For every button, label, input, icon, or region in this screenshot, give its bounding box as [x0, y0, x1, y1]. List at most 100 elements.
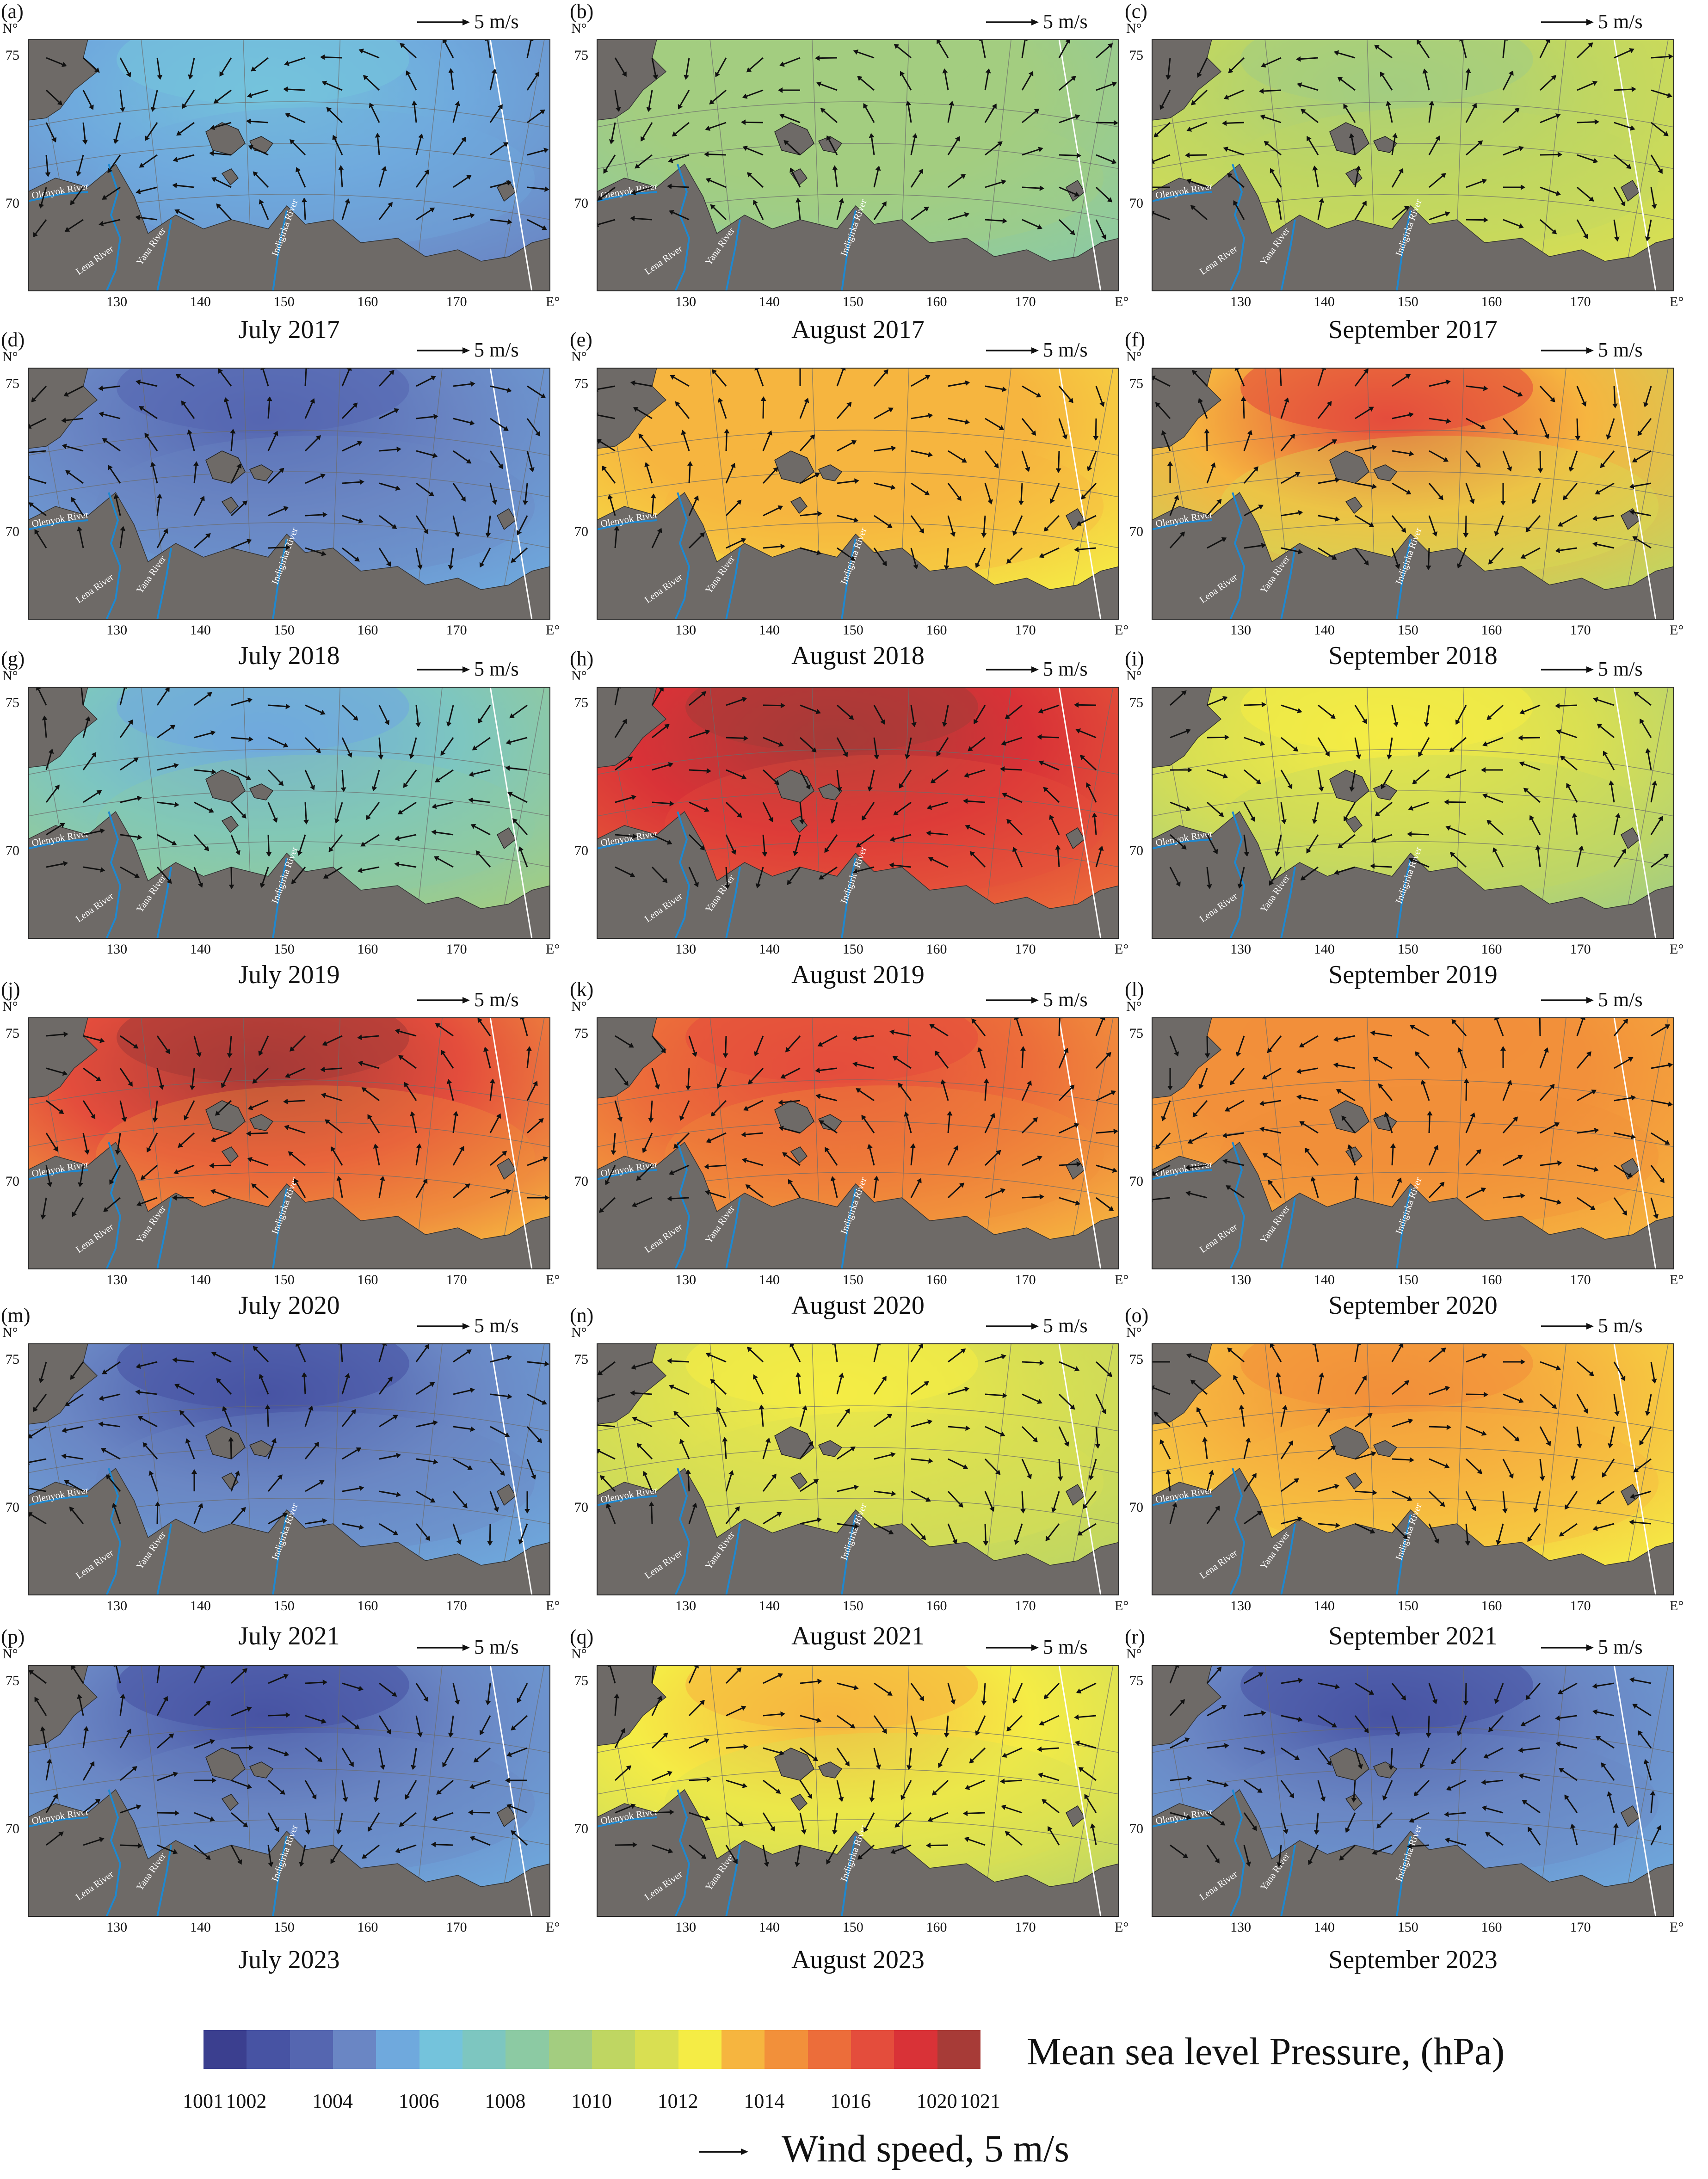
latitude-label: 70	[574, 1174, 588, 1189]
wind-arrow	[1576, 1019, 1584, 1036]
wind-arrow	[1153, 212, 1171, 221]
wind-arrow	[1195, 1100, 1208, 1114]
wind-arrow	[726, 769, 743, 778]
map-panel: Olenyok River Lena River Yana River Indigir…	[28, 368, 550, 620]
wind-arrow	[416, 416, 434, 419]
colorbar-tick-label: 1002	[226, 2090, 267, 2112]
wind-arrow	[268, 1714, 286, 1717]
wind-arrow	[1651, 122, 1665, 134]
wind-arrow	[1486, 1807, 1504, 1814]
east-axis-label: E°	[1670, 1920, 1684, 1935]
wind-arrow	[1169, 1035, 1178, 1053]
wind-arrow	[634, 1392, 653, 1395]
wind-arrow	[1529, 1523, 1541, 1539]
wind-arrow	[1412, 859, 1430, 868]
wind-arrow	[526, 1084, 536, 1101]
wind-arrow	[45, 1133, 56, 1149]
wind-arrow	[1317, 769, 1322, 788]
wind-arrow	[1190, 180, 1208, 188]
wind-arrow	[1163, 1100, 1171, 1118]
wind-arrow	[1487, 1747, 1504, 1757]
wind-arrow	[140, 216, 158, 221]
wind-arrow	[1095, 1394, 1105, 1410]
wind-arrow	[651, 1035, 664, 1050]
wind-arrow	[1206, 1669, 1220, 1684]
wind-arrow	[1355, 515, 1371, 525]
wind-arrow	[1610, 785, 1615, 803]
arrow-right-icon	[1541, 666, 1594, 673]
wind-arrow	[1376, 1059, 1393, 1069]
wind-arrow	[452, 1491, 465, 1506]
wind-arrow	[1096, 1131, 1114, 1134]
wind-arrow	[140, 1197, 158, 1205]
wind-arrow	[513, 547, 528, 560]
longitude-label: 130	[1230, 1598, 1252, 1613]
wind-arrow	[179, 376, 195, 387]
north-axis-label: N°	[571, 1325, 587, 1340]
wind-arrow	[45, 154, 49, 172]
wind-arrow	[1540, 186, 1557, 194]
panel-caption: August 2018	[791, 641, 925, 670]
wind-arrow	[109, 154, 121, 170]
wind-arrow	[1277, 1377, 1282, 1395]
wind-arrow	[1561, 1682, 1578, 1693]
wind-arrow	[836, 1748, 848, 1763]
wind-arrow	[1317, 369, 1324, 387]
wind-arrow	[147, 122, 158, 138]
wind-arrow	[822, 1122, 838, 1134]
wind-arrow	[481, 548, 491, 564]
wind-arrow	[756, 369, 764, 387]
wind-arrow	[1317, 1411, 1328, 1427]
wind-arrow	[1206, 834, 1216, 851]
north-axis-label: N°	[1126, 668, 1142, 683]
wind-arrow	[268, 1675, 285, 1684]
wind-arrow	[362, 1063, 380, 1069]
wind-arrow	[1597, 1682, 1615, 1687]
map-panel: Olenyok River Lena River Yana River Indigir…	[28, 1665, 550, 1917]
wind-arrow	[1314, 1344, 1319, 1362]
wind-arrow	[73, 500, 84, 516]
north-axis-label: N°	[2, 668, 18, 683]
scale-label: 5 m/s	[1043, 988, 1088, 1011]
wind-arrow	[968, 1779, 986, 1788]
wind-arrow	[407, 74, 417, 91]
wind-arrow	[80, 1165, 84, 1183]
wind-arrow	[1576, 45, 1591, 59]
panel-caption: July 2020	[238, 1291, 340, 1320]
wind-arrow	[1355, 1682, 1371, 1693]
wind-arrow	[983, 1683, 986, 1701]
wind-arrow	[83, 1035, 101, 1041]
wind-arrow	[635, 186, 653, 193]
wind-arrow	[874, 1454, 892, 1460]
wind-arrow	[304, 802, 307, 820]
wind-arrow	[762, 1812, 773, 1828]
wind-arrow	[1207, 801, 1221, 815]
wind-arrow	[1449, 1812, 1467, 1815]
wind-arrow	[967, 800, 986, 803]
wind-arrow	[644, 1475, 653, 1492]
wind-arrow	[874, 515, 889, 526]
wind-arrow	[1635, 450, 1652, 461]
wind-arrow	[1502, 450, 1511, 468]
wind-arrow	[1466, 142, 1480, 156]
wind-arrow	[489, 450, 501, 466]
longitude-label: 160	[926, 1598, 947, 1613]
wind-arrow	[1041, 1747, 1060, 1750]
wind-arrow	[1355, 1415, 1369, 1428]
wind-arrow	[1080, 515, 1097, 524]
wind-arrow	[1022, 1361, 1040, 1364]
wind-arrow	[1429, 1458, 1446, 1467]
wind-arrow	[1614, 154, 1628, 167]
wind-arrow	[1524, 1715, 1541, 1725]
wind-arrow	[762, 802, 772, 819]
wind-arrow	[948, 1426, 966, 1429]
wind-arrow	[415, 515, 426, 531]
wind-arrow	[1449, 827, 1467, 836]
map-panel: Olenyok River Lena River Yana River Indigir…	[1152, 1017, 1674, 1269]
wind-arrow	[762, 470, 776, 484]
wind-arrow	[800, 474, 816, 484]
wind-arrow	[726, 699, 743, 706]
wind-arrow	[747, 1100, 764, 1109]
wind-arrow	[1576, 386, 1585, 403]
wind-arrow	[527, 1361, 545, 1365]
